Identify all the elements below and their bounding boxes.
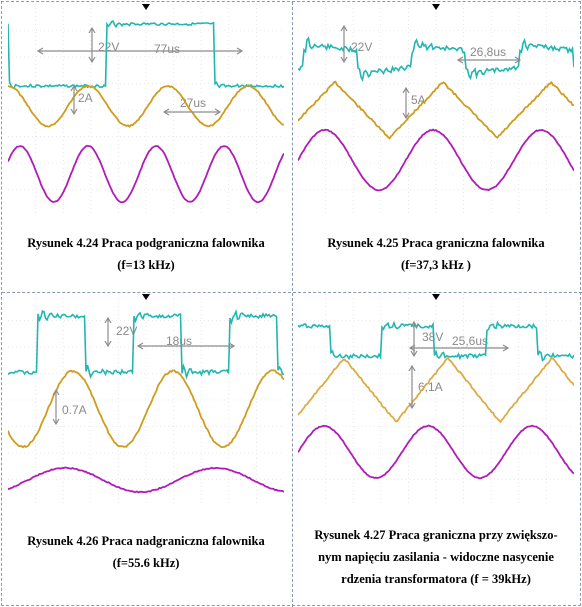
scope-grid [298, 294, 574, 506]
current-trace [8, 84, 284, 128]
voltage-trace [8, 309, 284, 380]
third-trace [8, 144, 284, 204]
annotation-period: 26,8us [470, 45, 506, 59]
arrow-up-icon [88, 26, 96, 34]
voltage-trace [298, 320, 574, 362]
annotation-current: 2A [78, 91, 93, 105]
third-trace [8, 466, 284, 494]
current-trace [298, 80, 574, 140]
arrow-down-icon [402, 112, 410, 120]
annotation-period: 18us [166, 334, 192, 348]
arrow-right-icon [502, 344, 510, 352]
third-trace [298, 424, 574, 480]
arrow-right-icon [236, 47, 244, 55]
scope-figure-4-24: 22V 77us 2A 27us [8, 4, 284, 216]
arrow-up-icon [104, 316, 112, 324]
annotation-period: 77us [154, 42, 180, 56]
annotation-current: 0.7A [62, 403, 87, 417]
arrow-down-icon [408, 402, 416, 410]
arrow-left-icon [136, 342, 144, 350]
grid-divider-vertical [292, 2, 293, 607]
arrow-down-icon [340, 56, 348, 64]
annotation-period: 25,6us [452, 334, 488, 348]
scope-figure-4-25: 22V 26,8us 5A [298, 4, 574, 216]
arrow-up-icon [70, 84, 78, 92]
grid-divider-horizontal [2, 292, 582, 293]
voltage-trace [8, 20, 284, 90]
annotation-voltage: 38V [422, 330, 443, 344]
arrow-left-icon [408, 344, 416, 352]
current-trace [8, 369, 284, 449]
annotation-voltage: 22V [116, 324, 137, 338]
arrow-right-icon [514, 56, 522, 64]
caption-line: Rysunek 4.25 Praca graniczna falownika [327, 236, 545, 250]
oscilloscope-trace-4-27: 38V 25,6us 6,1A [298, 294, 574, 506]
arrow-left-icon [162, 108, 170, 116]
oscilloscope-trace-4-25: 22V 26,8us 5A [298, 4, 574, 216]
trigger-marker-icon [142, 4, 150, 10]
caption-figure-4-24: Rysunek 4.24 Praca podgraniczna falownik… [8, 232, 284, 276]
oscilloscope-trace-4-24: 22V 77us 2A 27us [8, 4, 284, 216]
annotation-voltage: 22V [98, 40, 119, 54]
oscilloscope-trace-4-26: 22V 18us 0.7A [8, 294, 284, 506]
annotation-current: 6,1A [418, 380, 443, 394]
caption-line: (f=55.6 kHz) [112, 556, 180, 570]
caption-line: Rysunek 4.24 Praca podgraniczna falownik… [27, 236, 265, 250]
caption-figure-4-27: Rysunek 4.27 Praca graniczna przy zwięks… [298, 524, 574, 590]
arrow-down-icon [70, 108, 78, 116]
arrow-up-icon [340, 24, 348, 32]
arrow-up-icon [52, 388, 60, 396]
arrow-down-icon [88, 56, 96, 64]
arrow-up-icon [408, 364, 416, 372]
annotation-half-period: 27us [180, 96, 206, 110]
current-trace [298, 356, 574, 424]
caption-line: rdzenia transformatora (f = 39kHz) [341, 572, 531, 586]
trigger-marker-icon [142, 294, 150, 300]
caption-line: nym napięciu zasilania - widoczne nasyce… [318, 550, 554, 564]
arrow-left-icon [36, 47, 44, 55]
trigger-marker-icon [432, 4, 440, 10]
trigger-marker-icon [432, 294, 440, 300]
caption-line: Rysunek 4.26 Praca nadgraniczna falownik… [27, 534, 265, 548]
scope-grid [298, 4, 574, 216]
scope-figure-4-26: 22V 18us 0.7A [8, 294, 284, 506]
arrow-right-icon [228, 342, 236, 350]
arrow-up-icon [410, 320, 418, 328]
scope-figure-4-27: 38V 25,6us 6,1A [298, 294, 574, 506]
arrow-left-icon [456, 56, 464, 64]
caption-figure-4-25: Rysunek 4.25 Praca graniczna falownika (… [298, 232, 574, 276]
arrow-down-icon [52, 418, 60, 426]
scope-grid [8, 4, 284, 216]
caption-line: (f=13 kHz) [117, 258, 175, 272]
caption-figure-4-26: Rysunek 4.26 Praca nadgraniczna falownik… [8, 530, 284, 574]
third-trace [298, 128, 574, 192]
caption-line: Rysunek 4.27 Praca graniczna przy zwięks… [314, 528, 558, 542]
arrow-down-icon [410, 350, 418, 358]
arrow-down-icon [104, 340, 112, 348]
arrow-right-icon [214, 108, 222, 116]
arrow-up-icon [402, 86, 410, 94]
annotation-current: 5A [411, 93, 426, 107]
caption-line: (f=37,3 kHz ) [401, 258, 471, 272]
